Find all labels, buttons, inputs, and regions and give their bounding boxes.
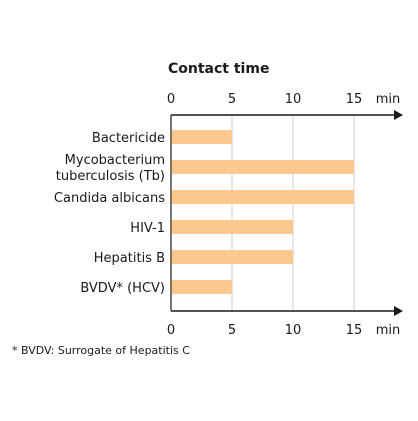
axes: 0 5 10 15 min 0 5 10 15 min: [167, 92, 403, 338]
category-label: BVDV* (HCV): [80, 281, 165, 296]
tick-label: 0: [167, 92, 175, 107]
tick-label: 5: [228, 92, 236, 107]
category-label: Candida albicans: [54, 191, 165, 206]
tick-label: 15: [346, 323, 363, 338]
bars: [171, 130, 354, 294]
bar: [171, 160, 354, 174]
bar: [171, 130, 232, 144]
axis-unit-label: min: [376, 323, 401, 338]
tick-label: 15: [346, 92, 363, 107]
bar: [171, 250, 293, 264]
bar: [171, 220, 293, 234]
category-label: tuberculosis (Tb): [56, 169, 165, 184]
category-label: Mycobacterium: [65, 153, 165, 168]
tick-label: 5: [228, 323, 236, 338]
tick-label: 10: [285, 92, 302, 107]
category-label: Bactericide: [92, 131, 165, 146]
top-axis-arrow: [394, 110, 403, 120]
axis-unit-label: min: [376, 92, 401, 107]
category-label: Hepatitis B: [94, 251, 165, 266]
bar: [171, 190, 354, 204]
tick-label: 10: [285, 323, 302, 338]
category-label: HIV-1: [130, 221, 165, 236]
footnote: * BVDV: Surrogate of Hepatitis C: [12, 344, 190, 357]
bar: [171, 280, 232, 294]
gridlines: [170, 115, 355, 311]
chart-title: Contact time: [168, 61, 269, 77]
tick-label: 0: [167, 323, 175, 338]
bottom-axis-arrow: [394, 306, 403, 316]
